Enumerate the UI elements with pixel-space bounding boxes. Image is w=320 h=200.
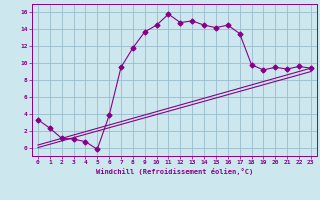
X-axis label: Windchill (Refroidissement éolien,°C): Windchill (Refroidissement éolien,°C) <box>96 168 253 175</box>
